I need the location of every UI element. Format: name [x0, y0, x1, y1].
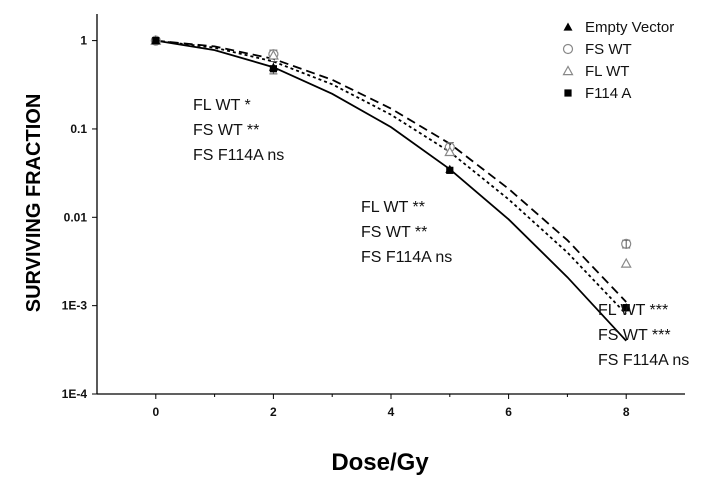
annotation-text: FS WT ** [193, 122, 259, 139]
x-tick-label: 8 [623, 405, 630, 419]
annotation-text: FS F114A ns [598, 352, 689, 369]
legend: Empty Vector FS WT FL WT F114 A [562, 19, 674, 102]
legend-label: FS WT [585, 41, 632, 58]
legend-label: Empty Vector [585, 19, 674, 36]
data-point [621, 238, 632, 249]
data-point [622, 304, 630, 312]
annotation-text: FS F114A ns [361, 249, 452, 266]
y-tick-label: 1E-3 [62, 299, 88, 313]
data-point [620, 257, 632, 268]
annotation-text: FL WT ** [361, 199, 425, 216]
annotation-text: FL WT *** [598, 302, 668, 319]
annotation-text: FL WT * [193, 97, 251, 114]
legend-marker [562, 43, 574, 55]
legend-label: FL WT [585, 63, 629, 80]
legend-marker [564, 89, 572, 97]
fit-curve [155, 39, 627, 342]
axis-ticks: 0 2 4 6 8 1 0.1 0.01 1E-3 1E-4 [62, 34, 630, 419]
data-point [267, 49, 279, 60]
data-points [150, 34, 632, 312]
legend-label: F114 A [585, 85, 631, 102]
fit-curve [155, 39, 627, 315]
x-tick-label: 0 [152, 405, 159, 419]
y-tick-label: 1 [80, 34, 87, 48]
x-tick-label: 4 [388, 405, 395, 419]
legend-marker [563, 22, 573, 31]
y-tick-label: 0.01 [64, 210, 88, 224]
x-tick-label: 6 [505, 405, 512, 419]
legend-marker [562, 65, 574, 76]
y-tick-label: 1E-4 [62, 387, 88, 401]
data-point [152, 36, 160, 45]
data-point [269, 65, 277, 73]
annotation-text: FS F114A ns [193, 147, 284, 164]
annotation-text: FS WT ** [361, 224, 427, 241]
y-axis-title: SURVIVING FRACTION [23, 94, 45, 313]
data-point [444, 146, 456, 157]
annotation-text: FS WT *** [598, 327, 671, 344]
x-tick-label: 2 [270, 405, 277, 419]
x-axis-title: Dose/Gy [331, 449, 429, 476]
fit-curves [155, 39, 627, 342]
fit-curve [155, 39, 627, 303]
y-tick-label: 0.1 [70, 122, 87, 136]
annotations: FL WT * FS WT ** FS F114A ns FL WT ** FS WT … [193, 97, 689, 369]
data-point [446, 166, 454, 174]
